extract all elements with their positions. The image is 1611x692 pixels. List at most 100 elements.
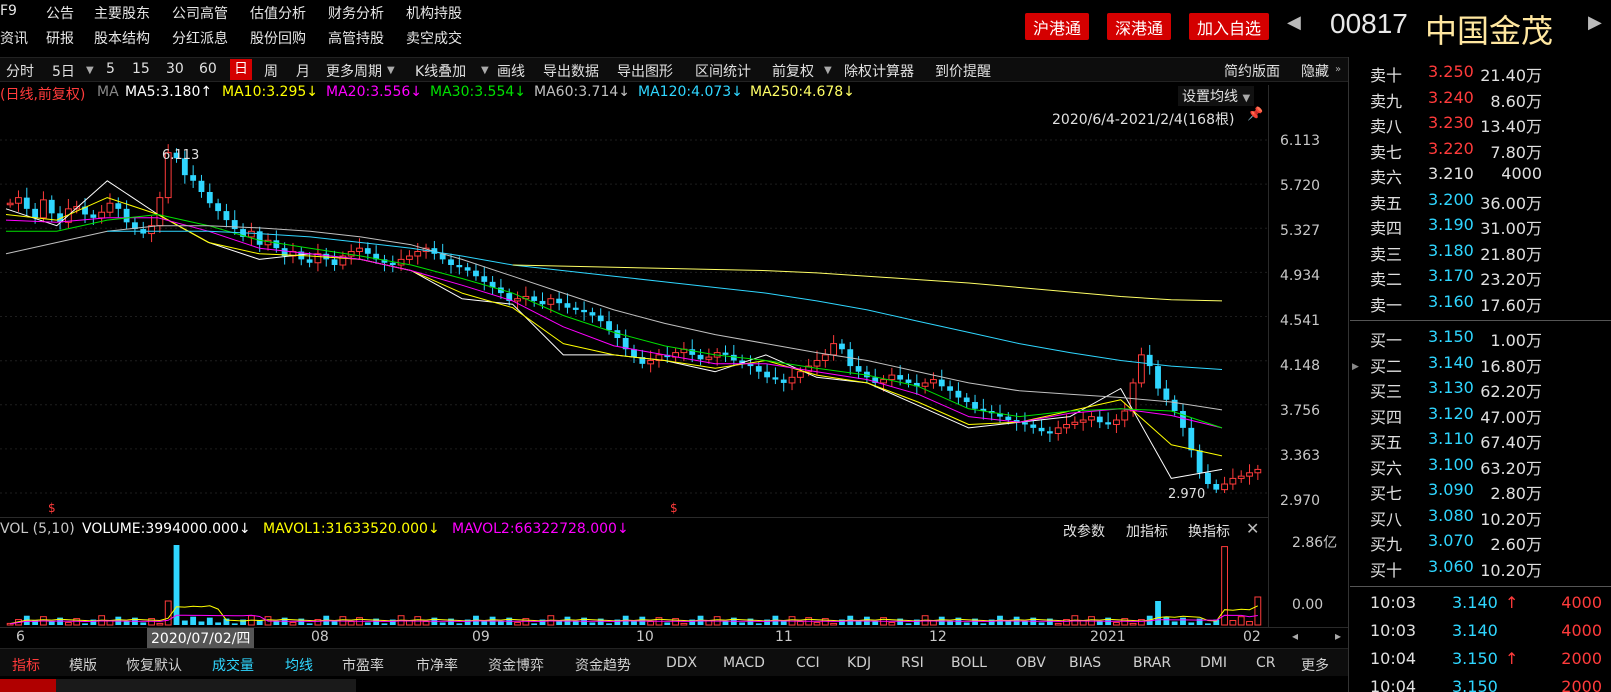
bid-row[interactable]: 买二 3.140 16.80万 bbox=[1370, 349, 1570, 376]
bid-row[interactable]: 买九 3.070 2.60万 bbox=[1370, 527, 1570, 554]
dividend-marker-icon[interactable]: $ bbox=[670, 501, 678, 515]
scroll-right-icon[interactable]: ▸ bbox=[1335, 629, 1342, 643]
kline-chart[interactable] bbox=[0, 100, 1268, 520]
nav-valuation[interactable]: 估值分析 bbox=[250, 6, 306, 22]
nav-major-holders[interactable]: 主要股东 bbox=[94, 6, 150, 22]
expand-right-icon[interactable]: ▶ bbox=[1352, 362, 1359, 372]
dividend-marker-icon[interactable]: $ bbox=[48, 501, 56, 515]
nav-announcement[interactable]: 公告 bbox=[46, 6, 74, 22]
export-chart-button[interactable]: 导出图形 bbox=[617, 64, 673, 80]
scroll-left-icon[interactable]: ◂ bbox=[1292, 629, 1299, 643]
tab-cr[interactable]: CR bbox=[1256, 655, 1276, 671]
tab-intraday[interactable]: 分时 bbox=[6, 64, 34, 80]
nav-financial[interactable]: 财务分析 bbox=[328, 6, 384, 22]
tab-macd[interactable]: MACD bbox=[723, 655, 765, 671]
export-data-button[interactable]: 导出数据 bbox=[543, 64, 599, 80]
tab-weekly[interactable]: 周 bbox=[264, 64, 278, 80]
bottom-tab-strip[interactable] bbox=[0, 679, 56, 692]
chevron-down-icon[interactable]: ▼ bbox=[387, 65, 395, 76]
nav-dividends[interactable]: 分红派息 bbox=[172, 31, 228, 47]
nav-research[interactable]: 研报 bbox=[46, 31, 74, 47]
ask-row[interactable]: 卖九 3.240 8.60万 bbox=[1370, 84, 1570, 111]
nav-exec-holdings[interactable]: 高管持股 bbox=[328, 31, 384, 47]
bid-row[interactable]: 买十 3.060 10.20万 bbox=[1370, 553, 1570, 580]
volume-chart[interactable] bbox=[0, 545, 1268, 627]
tab-restore-default[interactable]: 恢复默认 bbox=[126, 658, 182, 674]
double-chevron-right-icon[interactable]: » bbox=[1335, 64, 1342, 75]
bid-row[interactable]: 买三 3.130 62.20万 bbox=[1370, 374, 1570, 401]
kline-overlay-dropdown[interactable]: K线叠加 bbox=[415, 64, 467, 80]
bid-row[interactable]: 买七 3.090 2.80万 bbox=[1370, 476, 1570, 503]
more-periods-dropdown[interactable]: 更多周期 bbox=[326, 64, 382, 80]
nav-news[interactable]: 资讯 bbox=[0, 31, 28, 47]
ask-row[interactable]: 卖四 3.190 31.00万 bbox=[1370, 211, 1570, 238]
ask-row[interactable]: 卖三 3.180 21.80万 bbox=[1370, 237, 1570, 264]
set-ma-button[interactable]: 设置均线 ▼ bbox=[1178, 86, 1255, 106]
adjust-dropdown[interactable]: 前复权 bbox=[772, 64, 814, 80]
tab-5min[interactable]: 5 bbox=[106, 61, 115, 77]
ask-row[interactable]: 卖十 3.250 21.40万 bbox=[1370, 58, 1570, 85]
tab-kdj[interactable]: KDJ bbox=[847, 655, 872, 671]
ask-row[interactable]: 卖六 3.210 4000 bbox=[1370, 160, 1570, 187]
tab-rsi[interactable]: RSI bbox=[901, 655, 924, 671]
tab-template[interactable]: 模版 bbox=[69, 658, 97, 674]
tab-volume[interactable]: 成交量 bbox=[212, 658, 254, 674]
tab-daily[interactable]: 日 bbox=[230, 59, 252, 80]
hk-connect-sz-button[interactable]: 深港通 bbox=[1107, 13, 1172, 40]
close-icon[interactable]: ✕ bbox=[1246, 519, 1260, 538]
draw-line-button[interactable]: 画线 bbox=[497, 64, 525, 80]
bid-row[interactable]: 买八 3.080 10.20万 bbox=[1370, 502, 1570, 529]
tab-15min[interactable]: 15 bbox=[132, 61, 150, 77]
next-stock-icon[interactable]: ▶ bbox=[1588, 12, 1602, 33]
hk-connect-sh-button[interactable]: 沪港通 bbox=[1025, 13, 1090, 40]
tab-pe[interactable]: 市盈率 bbox=[342, 658, 384, 674]
simple-layout-button[interactable]: 简约版面 bbox=[1224, 64, 1280, 80]
bid-row[interactable]: 买四 3.120 47.00万 bbox=[1370, 400, 1570, 427]
bid-row[interactable]: 买五 3.110 67.40万 bbox=[1370, 425, 1570, 452]
nav-short-sales[interactable]: 卖空成交 bbox=[406, 31, 462, 47]
tab-more[interactable]: 更多 bbox=[1301, 658, 1329, 674]
bid-row[interactable]: 买六 3.100 63.20万 bbox=[1370, 451, 1570, 478]
chevron-down-icon[interactable]: ▼ bbox=[824, 65, 832, 76]
nav-share-structure[interactable]: 股本结构 bbox=[94, 31, 150, 47]
pin-icon[interactable]: 📌 bbox=[1247, 107, 1264, 122]
tab-dmi[interactable]: DMI bbox=[1200, 655, 1227, 671]
ask-row[interactable]: 卖一 3.160 17.60万 bbox=[1370, 288, 1570, 315]
nav-f9[interactable]: F9 bbox=[0, 3, 17, 19]
tab-bias[interactable]: BIAS bbox=[1069, 655, 1102, 671]
nav-institutions[interactable]: 机构持股 bbox=[406, 6, 462, 22]
add-watchlist-button[interactable]: 加入自选 bbox=[1189, 13, 1270, 40]
hide-button[interactable]: 隐藏 bbox=[1301, 64, 1329, 80]
chevron-down-icon[interactable]: ▼ bbox=[86, 65, 94, 76]
ask-row[interactable]: 卖五 3.200 36.00万 bbox=[1370, 186, 1570, 213]
tab-30min[interactable]: 30 bbox=[166, 61, 184, 77]
tab-fund-game[interactable]: 资金博弈 bbox=[488, 658, 544, 674]
bottom-tab-strip[interactable] bbox=[56, 679, 356, 692]
nav-executives[interactable]: 公司高管 bbox=[172, 6, 228, 22]
tab-monthly[interactable]: 月 bbox=[296, 64, 310, 80]
ask-row[interactable]: 卖八 3.230 13.40万 bbox=[1370, 109, 1570, 136]
range-stats-button[interactable]: 区间统计 bbox=[695, 64, 751, 80]
tab-ma[interactable]: 均线 bbox=[285, 658, 313, 674]
chevron-down-icon[interactable]: ▼ bbox=[481, 65, 489, 76]
add-indicator-button[interactable]: 加指标 bbox=[1126, 524, 1168, 540]
tab-ddx[interactable]: DDX bbox=[666, 655, 698, 671]
ask-row[interactable]: 卖七 3.220 7.80万 bbox=[1370, 135, 1570, 162]
bid-row[interactable]: 买一 3.150 1.00万 bbox=[1370, 323, 1570, 350]
prev-stock-icon[interactable]: ◀ bbox=[1287, 12, 1301, 33]
tab-indicator[interactable]: 指标 bbox=[12, 658, 40, 674]
tab-pb[interactable]: 市净率 bbox=[416, 658, 458, 674]
tab-cci[interactable]: CCI bbox=[796, 655, 820, 671]
price-alert-button[interactable]: 到价提醒 bbox=[935, 64, 991, 80]
ask-row[interactable]: 卖二 3.170 23.20万 bbox=[1370, 262, 1570, 289]
tab-5day[interactable]: 5日 bbox=[52, 64, 75, 80]
change-params-button[interactable]: 改参数 bbox=[1063, 524, 1105, 540]
ex-right-calculator-button[interactable]: 除权计算器 bbox=[844, 64, 914, 80]
tab-brar[interactable]: BRAR bbox=[1133, 655, 1172, 671]
tab-obv[interactable]: OBV bbox=[1016, 655, 1046, 671]
swap-indicator-button[interactable]: 换指标 bbox=[1188, 524, 1230, 540]
tab-fund-trend[interactable]: 资金趋势 bbox=[575, 658, 631, 674]
tab-60min[interactable]: 60 bbox=[199, 61, 217, 77]
tab-boll[interactable]: BOLL bbox=[951, 655, 987, 671]
nav-buyback[interactable]: 股份回购 bbox=[250, 31, 306, 47]
